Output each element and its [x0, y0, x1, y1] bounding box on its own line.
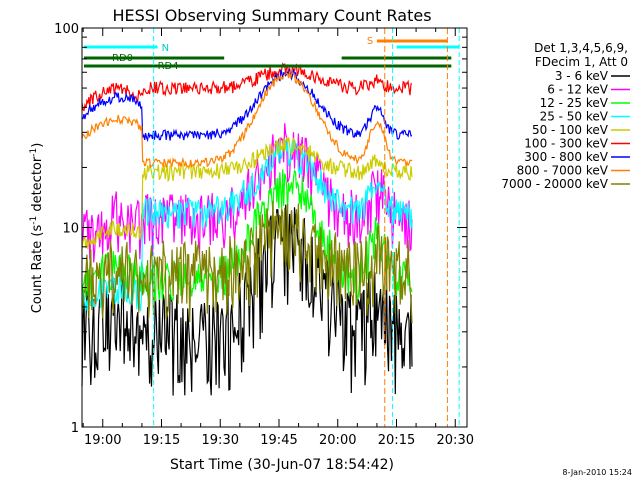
legend-label-2: 12 - 25 keV — [540, 96, 609, 110]
legend-label-5: 100 - 300 keV — [524, 137, 608, 151]
axis-ticks: 19:00 19:15 19:30 19:45 20:00 20:15 20:30 1 10 10… — [54, 22, 474, 448]
y-axis-label-main: Count Rate (s — [30, 225, 45, 314]
y-axis-label-sup: -1 — [29, 216, 39, 225]
y-tick-label-1: 10 — [62, 222, 79, 237]
legend-label-3: 25 - 50 keV — [540, 110, 609, 124]
x-tick-label-5: 20:15 — [378, 433, 415, 448]
y-tick-label-2: 100 — [54, 22, 79, 37]
legend-label-8: 7000 - 20000 keV — [501, 177, 608, 191]
plot-area: N S RD0 RD4 — [81, 28, 460, 427]
series-line-6 — [81, 68, 413, 143]
series-line-4 — [81, 137, 413, 250]
series-line-3 — [81, 139, 413, 312]
saa-label: S — [367, 36, 373, 47]
series-line-8 — [81, 200, 413, 324]
series-line-1 — [81, 123, 413, 263]
chart-title: HESSI Observing Summary Count Rates — [112, 6, 431, 25]
y-axis-label: Count Rate (s-1 detector-1) — [29, 143, 45, 314]
y-axis-label-end: detector — [30, 156, 45, 216]
rd0-label: RD0 — [112, 53, 133, 64]
y-axis-label-sup2: -1 — [29, 148, 39, 157]
legend-header-line-2: FDecim 1, Att 0 — [535, 55, 628, 69]
x-axis-label: Start Time (30-Jun-07 18:54:42) — [170, 457, 394, 473]
x-tick-label-1: 19:15 — [143, 433, 180, 448]
legend-label-6: 300 - 800 keV — [524, 150, 608, 164]
rd4-label: RD4 — [158, 61, 179, 72]
night-label: N — [162, 43, 169, 54]
legend-header-line-1: Det 1,3,4,5,6,9, — [534, 41, 628, 55]
y-axis-label-close: ) — [30, 143, 45, 148]
x-tick-label-2: 19:30 — [202, 433, 239, 448]
legend: Det 1,3,4,5,6,9, FDecim 1, Att 0 3 - 6 k… — [501, 41, 630, 191]
series-line-7 — [81, 71, 413, 169]
legend-label-1: 6 - 12 keV — [547, 83, 609, 97]
series-line-5 — [81, 62, 413, 112]
legend-label-7: 800 - 7000 keV — [517, 164, 609, 178]
y-tick-label-0: 1 — [71, 421, 79, 436]
x-tick-label-3: 19:45 — [260, 433, 297, 448]
x-tick-label-6: 20:30 — [437, 433, 474, 448]
legend-label-0: 3 - 6 keV — [555, 69, 609, 83]
x-tick-label-0: 19:00 — [84, 433, 121, 448]
x-tick-label-4: 20:00 — [319, 433, 356, 448]
legend-label-4: 50 - 100 keV — [532, 123, 609, 137]
footer-date: 8-Jan-2010 15:24 — [562, 468, 632, 477]
